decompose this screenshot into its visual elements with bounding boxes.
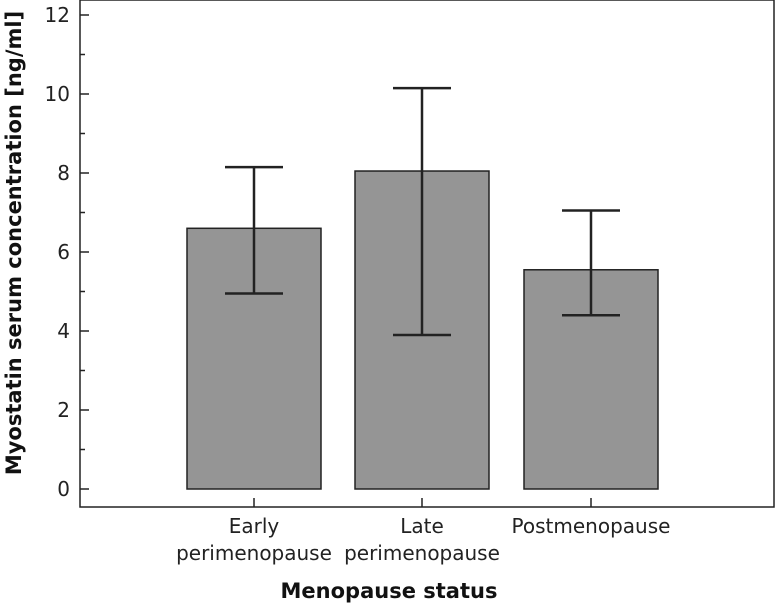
y-tick-label: 8 <box>57 161 70 185</box>
y-tick-label: 12 <box>45 3 70 27</box>
y-axis-title: Myostatin serum concentration [ng/ml] <box>2 11 26 475</box>
bars-group <box>186 86 659 490</box>
y-tick-label: 4 <box>57 319 70 343</box>
y-tick-label: 6 <box>57 240 70 264</box>
y-tick-label: 2 <box>57 398 70 422</box>
x-axis-title: Menopause status <box>281 579 498 603</box>
x-category-label: Late perimenopause <box>344 514 500 565</box>
x-category-label: Early perimenopause <box>176 514 332 565</box>
y-tick-label: 10 <box>45 82 70 106</box>
plot-frame <box>79 0 775 508</box>
y-tick-label: 0 <box>57 477 70 501</box>
x-category-label: Postmenopause <box>512 514 671 538</box>
y-axis: 0 2 4 6 8 10 12 <box>45 3 89 501</box>
